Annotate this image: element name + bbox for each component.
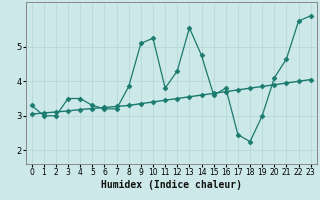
X-axis label: Humidex (Indice chaleur): Humidex (Indice chaleur): [101, 180, 242, 190]
